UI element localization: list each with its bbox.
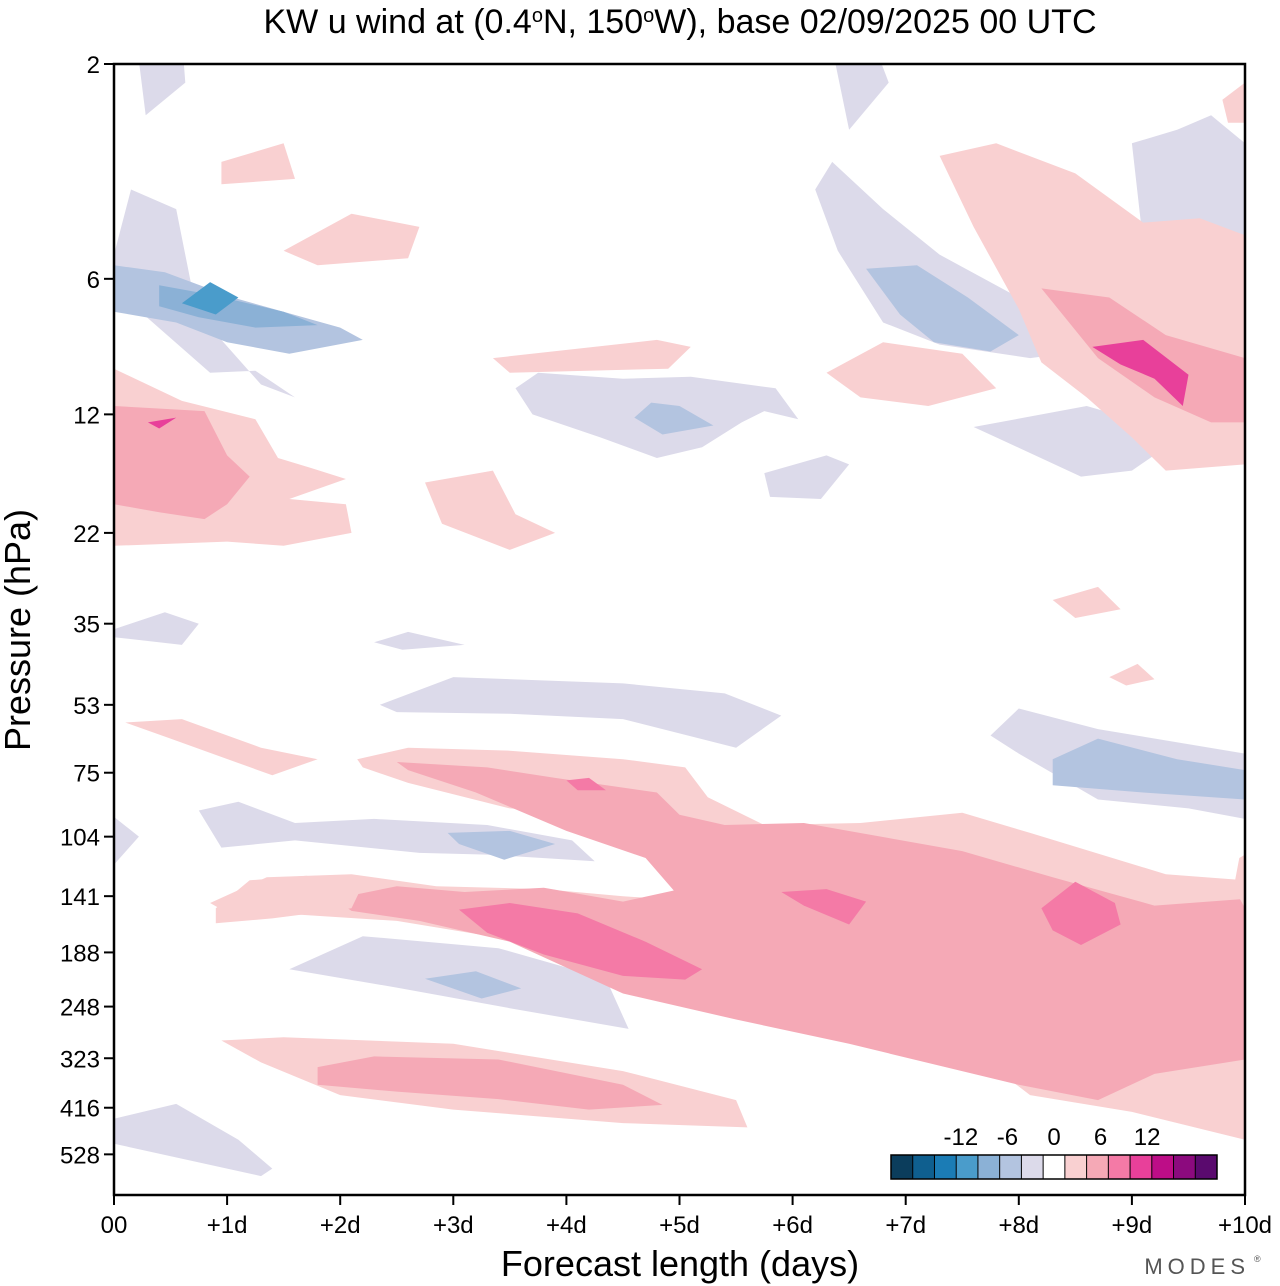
y-tick-label: 528 <box>60 1142 100 1169</box>
colorbar-swatch <box>1021 1155 1044 1179</box>
y-tick-label: 188 <box>60 940 100 967</box>
colorbar-swatch <box>999 1155 1022 1179</box>
contour-region-0 <box>114 189 295 398</box>
contour-region-17 <box>447 830 556 860</box>
x-tick-label: +7d <box>885 1212 926 1239</box>
contour-layer <box>114 64 1245 1177</box>
contour-region-4 <box>139 64 186 116</box>
y-tick-label: 248 <box>60 995 100 1022</box>
contour-region-15 <box>379 677 782 748</box>
colorbar-swatch <box>977 1155 1000 1179</box>
contour-region-21 <box>114 1103 273 1177</box>
colorbar-label: -6 <box>997 1124 1018 1151</box>
contour-region-23 <box>1052 738 1245 800</box>
contour-region-31 <box>492 339 691 373</box>
contour-region-41 <box>334 762 1245 1101</box>
contour-region-14 <box>114 612 199 645</box>
colorbar-swatch <box>1173 1155 1196 1179</box>
contour-region-7 <box>815 161 1064 359</box>
y-tick-label: 2 <box>87 52 100 79</box>
contour-region-24 <box>835 64 889 130</box>
x-axis-ticks: 00 +1d +2d +3d +4d +5d +6d +7d +8d +9d +10d <box>101 1195 1272 1239</box>
x-tick-label: +10d <box>1218 1212 1272 1239</box>
x-tick-label: +2d <box>320 1212 361 1239</box>
colorbar-swatch <box>956 1155 979 1179</box>
x-tick-label: +8d <box>998 1212 1039 1239</box>
colorbar-label: -12 <box>944 1124 979 1151</box>
y-tick-label: 12 <box>73 402 100 429</box>
colorbar-swatch <box>1043 1155 1066 1179</box>
colorbar-swatch <box>1151 1155 1174 1179</box>
contour-region-50 <box>1233 854 1245 909</box>
contour-region-3 <box>181 282 239 315</box>
contour-region-44 <box>1041 881 1121 945</box>
y-tick-label: 35 <box>73 612 100 639</box>
contour-region-38 <box>1109 663 1155 686</box>
y-axis-label: Pressure (hPa) <box>0 509 38 751</box>
contour-region-18 <box>114 816 139 865</box>
contour-region-6 <box>634 402 714 435</box>
contour-region-39 <box>125 719 318 776</box>
contour-region-28 <box>283 213 420 266</box>
contour-region-26 <box>114 406 250 520</box>
colorbar-swatch <box>1064 1155 1087 1179</box>
x-tick-label: +6d <box>772 1212 813 1239</box>
contour-region-20 <box>425 971 522 999</box>
x-tick-label: 00 <box>101 1212 128 1239</box>
contour-region-35 <box>1092 339 1189 406</box>
colorbar-swatch <box>1130 1155 1153 1179</box>
x-tick-label: +3d <box>433 1212 474 1239</box>
modes-logo: MODES <box>1144 1254 1250 1279</box>
contour-region-36 <box>1222 82 1245 123</box>
x-tick-label: +4d <box>546 1212 587 1239</box>
colorbar: -12 -6 0 6 12 <box>890 1124 1218 1180</box>
y-tick-label: 22 <box>73 521 100 548</box>
y-tick-label: 6 <box>87 267 100 294</box>
colorbar-swatch <box>1195 1155 1218 1179</box>
contour-region-9 <box>764 455 850 499</box>
x-tick-label: +9d <box>1112 1212 1153 1239</box>
colorbar-swatch <box>912 1155 935 1179</box>
y-tick-label: 104 <box>60 825 100 852</box>
x-axis-label: Forecast length (days) <box>501 1243 859 1284</box>
y-tick-label: 141 <box>60 884 100 911</box>
contour-region-42 <box>459 903 703 980</box>
contour-region-49 <box>317 1056 663 1110</box>
colorbar-label: 6 <box>1094 1124 1107 1151</box>
colorbar-frame <box>890 1154 1218 1180</box>
colorbar-swatch <box>1086 1155 1109 1179</box>
y-tick-label: 75 <box>73 761 100 788</box>
y-tick-label: 53 <box>73 693 100 720</box>
y-axis-ticks: 2 6 12 22 35 53 75 104 141 188 248 323 416 528 <box>60 52 114 1169</box>
chart-title: KW u wind at (0.4oN, 150oW), base 02/09/… <box>263 3 1096 41</box>
y-tick-label: 416 <box>60 1096 100 1123</box>
contour-region-32 <box>826 342 997 406</box>
contour-region-8 <box>866 265 1019 352</box>
colorbar-swatch <box>934 1155 957 1179</box>
contour-region-43 <box>781 889 867 925</box>
colorbar-label: 0 <box>1047 1124 1060 1151</box>
contour-region-30 <box>425 470 556 550</box>
contour-region-47 <box>215 875 363 924</box>
contour-region-29 <box>221 143 295 185</box>
contour-region-37 <box>1052 586 1121 618</box>
y-tick-label: 323 <box>60 1046 100 1073</box>
x-tick-label: +1d <box>207 1212 248 1239</box>
colorbar-swatch <box>1108 1155 1131 1179</box>
colorbar-label: 12 <box>1134 1124 1161 1151</box>
contour-region-45 <box>566 777 606 791</box>
contour-region-13 <box>374 631 465 650</box>
contour-region-27 <box>147 417 177 429</box>
registered-mark: ® <box>1254 1254 1261 1264</box>
x-tick-label: +5d <box>659 1212 700 1239</box>
colorbar-swatch <box>891 1155 914 1179</box>
